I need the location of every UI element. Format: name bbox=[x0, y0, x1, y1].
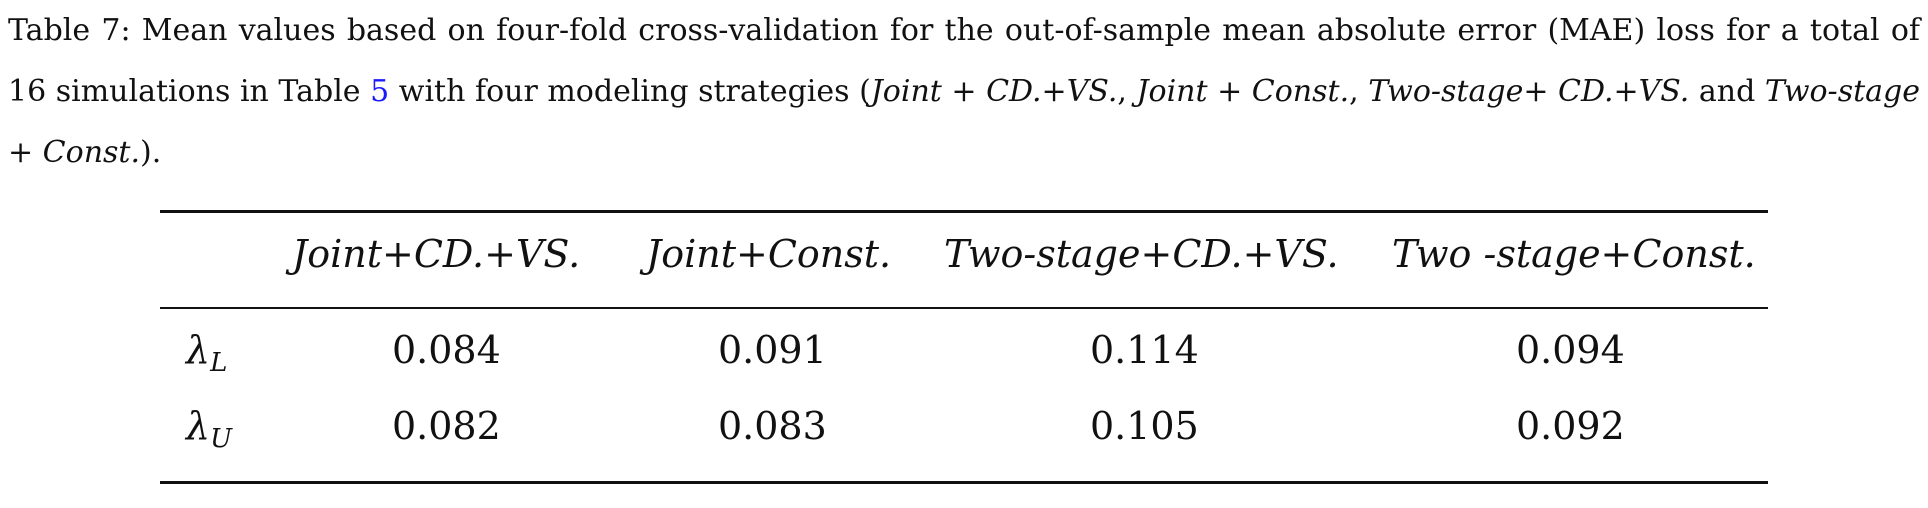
table-header-rule bbox=[160, 307, 1768, 309]
caption-label: Table 7: bbox=[8, 13, 131, 48]
caption-strategy-3: Two-stage+ CD.+VS. bbox=[1368, 74, 1690, 109]
table-cell: 0.083 bbox=[718, 404, 827, 448]
row-label-lambda-l: λL bbox=[186, 328, 227, 378]
row-label-subscript: U bbox=[210, 424, 233, 454]
row-label-lambda-u: λU bbox=[186, 404, 232, 454]
caption-text-2: with four modeling strategies ( bbox=[398, 74, 871, 109]
table-top-rule bbox=[160, 210, 1768, 213]
table-caption: Table 7: Mean values based on four-fold … bbox=[8, 13, 1920, 170]
table-reference-link[interactable]: 5 bbox=[370, 74, 390, 109]
table-cell: 0.084 bbox=[392, 328, 501, 372]
column-header-two-stage-cd-vs: Two-stage+CD.+VS. bbox=[944, 232, 1339, 276]
caption-and: and bbox=[1698, 74, 1756, 109]
row-label-symbol: λ bbox=[186, 404, 211, 448]
caption-strategy-1: Joint + CD.+VS. bbox=[870, 74, 1118, 109]
column-header-joint-cd-vs: Joint+CD.+VS. bbox=[292, 232, 581, 276]
row-label-symbol: λ bbox=[186, 328, 211, 372]
caption-text-1: Mean values based on four-fold cross-val… bbox=[8, 13, 1920, 109]
column-header-two-stage-const: Two -stage+Const. bbox=[1392, 232, 1756, 276]
table-cell: 0.105 bbox=[1090, 404, 1199, 448]
table-bottom-rule bbox=[160, 481, 1768, 484]
caption-strategy-2: Joint + Const. bbox=[1136, 74, 1350, 109]
column-header-joint-const: Joint+Const. bbox=[646, 232, 892, 276]
table-cell: 0.092 bbox=[1516, 404, 1625, 448]
row-label-subscript: L bbox=[210, 348, 228, 378]
table-cell: 0.114 bbox=[1090, 328, 1199, 372]
caption-strategy-4: Two-stage + Const. bbox=[8, 74, 1920, 170]
table-cell: 0.091 bbox=[718, 328, 827, 372]
caption-text-end: ). bbox=[140, 135, 162, 170]
table-cell: 0.094 bbox=[1516, 328, 1625, 372]
table-cell: 0.082 bbox=[392, 404, 501, 448]
